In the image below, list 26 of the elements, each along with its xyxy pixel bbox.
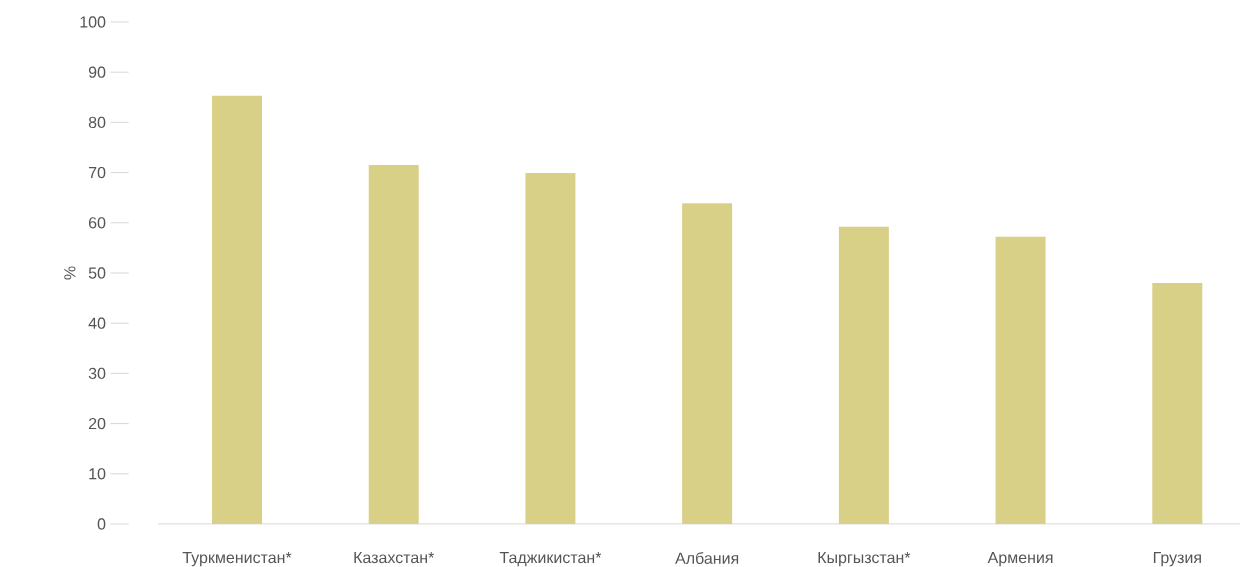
bar bbox=[525, 173, 576, 524]
x-tick-label: Армения bbox=[987, 552, 1053, 567]
x-tick-label: Грузия bbox=[1153, 552, 1201, 567]
bar bbox=[838, 226, 889, 524]
y-tick-label: 90 bbox=[88, 66, 106, 78]
y-tick-label: 60 bbox=[88, 217, 106, 229]
x-tick-label: Албания bbox=[675, 552, 739, 564]
y-tick-label: 10 bbox=[89, 468, 106, 480]
bar bbox=[368, 165, 419, 524]
y-tick-label: 20 bbox=[88, 417, 106, 430]
y-tick-label: 70 bbox=[88, 166, 106, 179]
bar bbox=[1152, 283, 1203, 524]
x-tick-label: Туркменистан* bbox=[182, 552, 292, 567]
bar bbox=[995, 236, 1046, 524]
y-axis-title: % bbox=[64, 266, 76, 280]
y-tick-label: 50 bbox=[88, 267, 106, 279]
x-tick-label: Казахстан* bbox=[354, 552, 435, 564]
y-tick-label: 30 bbox=[88, 367, 106, 380]
bar bbox=[212, 95, 262, 524]
y-tick-label: 100 bbox=[80, 16, 106, 28]
bar bbox=[682, 203, 733, 524]
x-tick-label: Таджикистан* bbox=[499, 552, 602, 567]
y-tick-label: 0 bbox=[97, 518, 106, 530]
y-tick-label: 40 bbox=[88, 317, 106, 329]
y-tick-label: 80 bbox=[88, 116, 106, 129]
x-tick-label: Кыргызстан* bbox=[818, 552, 911, 567]
